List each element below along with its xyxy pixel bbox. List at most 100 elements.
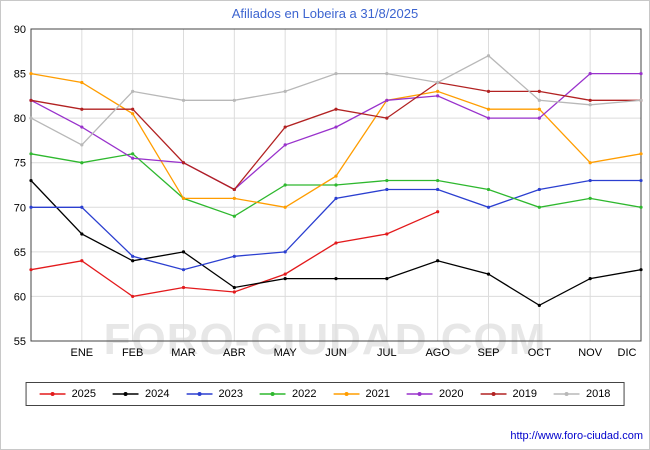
x-axis-tick-label: ABR	[223, 347, 246, 359]
legend-item-label: 2024	[145, 388, 170, 400]
legend-dot	[197, 392, 202, 396]
legend-line-marker	[406, 392, 433, 396]
data-point	[283, 205, 287, 209]
data-point	[486, 107, 491, 111]
data-point	[29, 268, 33, 272]
data-point	[385, 178, 389, 183]
data-point	[436, 210, 440, 214]
data-point	[131, 294, 135, 299]
data-point	[80, 232, 84, 236]
legend-dot	[417, 392, 422, 396]
data-point	[588, 161, 592, 165]
data-point	[436, 94, 440, 98]
data-point	[232, 285, 236, 290]
data-point	[436, 80, 440, 85]
data-point	[131, 152, 135, 156]
data-point	[334, 196, 338, 200]
legend-line-marker	[113, 392, 140, 396]
x-axis-tick-label: MAR	[171, 347, 196, 359]
x-axis-tick-label: JUL	[377, 347, 397, 359]
legend-item-label: 2020	[438, 388, 464, 400]
data-point	[537, 98, 541, 102]
data-point	[181, 268, 186, 272]
x-axis-tick-label: ENE	[71, 347, 94, 359]
chart-title: Afiliados en Lobeira a 31/8/2025	[231, 6, 419, 21]
data-point	[334, 125, 338, 129]
data-point	[232, 187, 236, 192]
data-point	[486, 54, 491, 58]
data-point	[486, 187, 491, 192]
data-point	[385, 277, 389, 281]
data-point	[29, 98, 33, 102]
y-axis-tick-label: 70	[14, 202, 26, 214]
data-point	[639, 71, 643, 76]
data-point	[80, 259, 84, 263]
y-axis-tick-label: 85	[14, 69, 26, 81]
legend-item-2021: 2021	[333, 388, 390, 400]
data-point	[131, 89, 135, 93]
data-point	[436, 187, 440, 192]
data-point	[181, 161, 186, 165]
x-axis-tick-label: FEB	[122, 347, 143, 359]
data-point	[80, 80, 84, 85]
data-point	[486, 89, 491, 93]
data-point	[436, 259, 440, 263]
legend-line-marker	[333, 392, 360, 396]
legend-item-label: 2022	[292, 388, 317, 400]
data-point	[283, 250, 287, 254]
y-axis-tick-label: 55	[14, 336, 26, 348]
data-point	[588, 98, 592, 102]
legend-line-marker	[39, 392, 66, 396]
data-point	[80, 143, 84, 147]
data-point	[283, 89, 287, 93]
watermark: FORO-CIUDAD.COM	[103, 315, 547, 364]
y-axis-tick-label: 60	[14, 291, 26, 303]
data-point	[588, 103, 592, 107]
x-axis-tick-label: AGO	[425, 347, 450, 359]
data-point	[588, 71, 592, 76]
data-point	[131, 156, 135, 160]
data-point	[29, 71, 33, 76]
data-point	[436, 178, 440, 183]
y-axis-tick-label: 90	[14, 24, 26, 36]
data-point	[639, 178, 643, 183]
data-point	[131, 259, 135, 263]
x-axis-tick-label: DIC	[618, 347, 637, 359]
data-point	[486, 205, 491, 209]
data-point	[80, 205, 84, 209]
data-point	[588, 196, 592, 200]
legend-line-marker	[480, 392, 507, 396]
data-point	[232, 98, 236, 102]
legend-item-2020: 2020	[406, 388, 464, 400]
data-point	[232, 214, 236, 218]
data-point	[232, 254, 236, 258]
data-point	[334, 241, 338, 245]
legend-line-marker	[260, 392, 287, 396]
data-point	[334, 183, 338, 187]
legend-dot	[50, 392, 55, 396]
data-point	[283, 143, 287, 147]
data-point	[537, 107, 541, 111]
data-point	[334, 277, 338, 281]
legend-line-marker	[186, 392, 213, 396]
plot-border	[30, 28, 642, 342]
data-point	[537, 303, 541, 307]
data-point	[181, 285, 186, 290]
data-point	[486, 272, 491, 276]
data-point	[181, 196, 186, 200]
y-axis-tick-label: 75	[14, 158, 26, 170]
data-point	[588, 277, 592, 281]
data-point	[436, 89, 440, 93]
data-point	[29, 152, 33, 156]
legend-dot	[124, 392, 129, 396]
foro-ciudad-link[interactable]: http://www.foro-ciudad.com	[510, 430, 643, 442]
data-point	[639, 98, 643, 102]
legend-item-label: 2018	[585, 388, 611, 400]
data-point	[334, 174, 338, 178]
x-axis-tick-label: NOV	[578, 347, 603, 359]
legend-line-marker	[553, 392, 580, 396]
legend-item-label: 2025	[71, 388, 97, 400]
x-axis-tick-label: SEP	[477, 347, 499, 359]
